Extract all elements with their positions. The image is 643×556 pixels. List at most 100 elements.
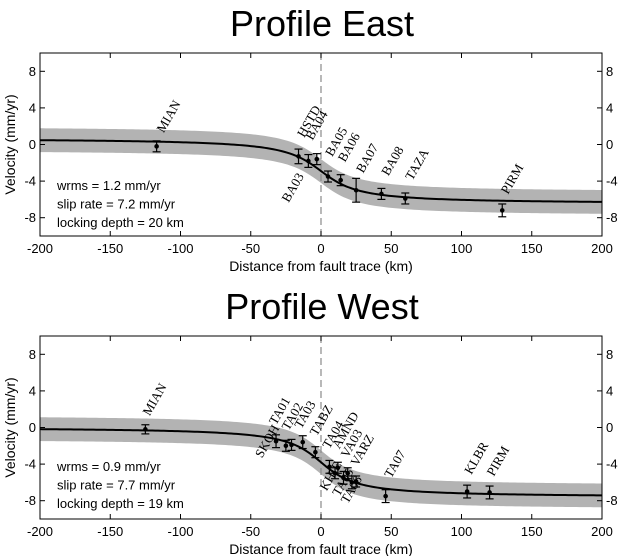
model-curve bbox=[40, 428, 602, 497]
data-point bbox=[325, 174, 331, 179]
station-point-ba05 bbox=[324, 170, 333, 183]
x-tick-label: 0 bbox=[317, 241, 324, 256]
y-tick-label-right: 0 bbox=[606, 420, 613, 435]
data-point bbox=[273, 438, 279, 444]
y-tick-label-left: -8 bbox=[24, 493, 36, 508]
data-point bbox=[313, 449, 318, 455]
x-tick-label: 100 bbox=[451, 524, 473, 539]
y-tick-label-right: 0 bbox=[606, 137, 613, 152]
station-point-ta03 bbox=[298, 435, 307, 450]
fit-stat: slip rate = 7.7 mm/yr bbox=[57, 478, 176, 493]
data-point bbox=[349, 480, 355, 485]
station-point-pirm bbox=[498, 203, 507, 218]
data-point bbox=[353, 187, 359, 193]
station-point-skoh bbox=[272, 434, 281, 449]
data-point bbox=[289, 442, 294, 448]
data-point bbox=[345, 470, 350, 476]
station-point-ta05 bbox=[339, 470, 348, 485]
x-tick-label: 200 bbox=[591, 524, 613, 539]
fit-stat: locking depth = 19 km bbox=[57, 496, 184, 511]
x-tick-label: 200 bbox=[591, 241, 613, 256]
station-point-ba07 bbox=[352, 177, 361, 203]
station-label-mian: MIAN bbox=[139, 380, 170, 418]
x-axis-label: Distance from fault trace (km) bbox=[229, 541, 413, 556]
station-point-varz bbox=[352, 475, 361, 488]
station-point-ta07 bbox=[381, 489, 390, 504]
data-point bbox=[300, 439, 306, 445]
data-point bbox=[499, 208, 505, 213]
panel-east: Profile East -200 -150 -100 -50 0 50 100 150 200 -… bbox=[2, 3, 618, 274]
data-point bbox=[283, 443, 289, 449]
station-point-ta01 bbox=[281, 439, 290, 452]
station-label-ba03: BA03 bbox=[278, 170, 307, 204]
x-tick-label: 50 bbox=[384, 241, 398, 256]
station-point-mian bbox=[152, 140, 161, 153]
station-point-ta04 bbox=[325, 459, 334, 474]
data-point bbox=[335, 465, 341, 471]
x-tick-label: 50 bbox=[384, 524, 398, 539]
data-point bbox=[353, 479, 359, 484]
y-tick-label-right: -4 bbox=[606, 457, 618, 472]
y-tick-label-right: 8 bbox=[606, 347, 613, 362]
data-point bbox=[464, 489, 470, 494]
y-axis-label: Velocity (mm/yr) bbox=[2, 377, 18, 477]
station-point-tabz bbox=[311, 446, 320, 459]
x-tick-label: -150 bbox=[97, 241, 123, 256]
station-point-klbr bbox=[463, 484, 472, 499]
x-tick-label: 150 bbox=[521, 241, 543, 256]
x-tick-label: 0 bbox=[317, 524, 324, 539]
y-axis-label: Velocity (mm/yr) bbox=[2, 94, 18, 194]
station-point-va03 bbox=[343, 467, 352, 480]
data-point bbox=[379, 191, 384, 197]
chart-title: Profile West bbox=[225, 286, 418, 327]
data-point bbox=[306, 158, 311, 164]
data-point bbox=[383, 493, 388, 499]
panel-west: Profile West -200 -150 -100 -50 0 50 100 150 200 -… bbox=[2, 286, 618, 556]
station-point-ba06 bbox=[336, 174, 345, 187]
station-point-ta02 bbox=[287, 438, 296, 451]
data-point bbox=[143, 427, 148, 432]
plot-area bbox=[40, 336, 602, 519]
x-tick-label: -200 bbox=[27, 241, 53, 256]
fit-stat: wrms = 1.2 mm/yr bbox=[56, 178, 161, 193]
data-point bbox=[487, 490, 492, 495]
data-point bbox=[327, 464, 332, 470]
station-point-ba03 bbox=[312, 153, 321, 166]
y-tick-label-left: -4 bbox=[24, 174, 36, 189]
x-tick-label: -50 bbox=[241, 524, 260, 539]
y-tick-label-right: -8 bbox=[606, 210, 618, 225]
x-tick-label: -50 bbox=[241, 241, 260, 256]
station-label-taza: TAZA bbox=[402, 145, 432, 182]
station-point-hstd bbox=[294, 148, 303, 165]
x-tick-label: 150 bbox=[521, 524, 543, 539]
x-tick-label: -200 bbox=[27, 524, 53, 539]
y-tick-label-right: -4 bbox=[606, 174, 618, 189]
station-point-pirm bbox=[485, 485, 494, 500]
station-point-mian bbox=[141, 424, 150, 435]
fit-stat: slip rate = 7.2 mm/yr bbox=[57, 197, 176, 212]
station-point-ba08 bbox=[377, 187, 386, 200]
station-point-taza bbox=[401, 192, 410, 205]
y-tick-label-right: -8 bbox=[606, 493, 618, 508]
chart-title: Profile East bbox=[230, 3, 414, 44]
y-tick-label-right: 4 bbox=[606, 100, 613, 115]
station-label-mian: MIAN bbox=[153, 97, 184, 135]
fit-stat: locking depth = 20 km bbox=[57, 215, 184, 230]
y-tick-label-left: 8 bbox=[29, 64, 36, 79]
plot-area bbox=[40, 53, 602, 236]
x-tick-label: -100 bbox=[167, 241, 193, 256]
x-axis-label: Distance from fault trace (km) bbox=[229, 258, 413, 274]
data-point bbox=[154, 144, 159, 149]
y-tick-label-right: 4 bbox=[606, 383, 613, 398]
station-label-ta07: TA07 bbox=[381, 447, 409, 480]
data-point bbox=[314, 156, 320, 162]
model-curve bbox=[40, 139, 602, 203]
x-tick-label: -100 bbox=[167, 524, 193, 539]
x-tick-label: 100 bbox=[451, 241, 473, 256]
y-tick-label-left: 0 bbox=[29, 137, 36, 152]
y-tick-label-left: -8 bbox=[24, 210, 36, 225]
y-tick-label-right: 8 bbox=[606, 64, 613, 79]
station-point-ba04 bbox=[304, 153, 313, 168]
fit-stat: wrms = 0.9 mm/yr bbox=[56, 459, 161, 474]
